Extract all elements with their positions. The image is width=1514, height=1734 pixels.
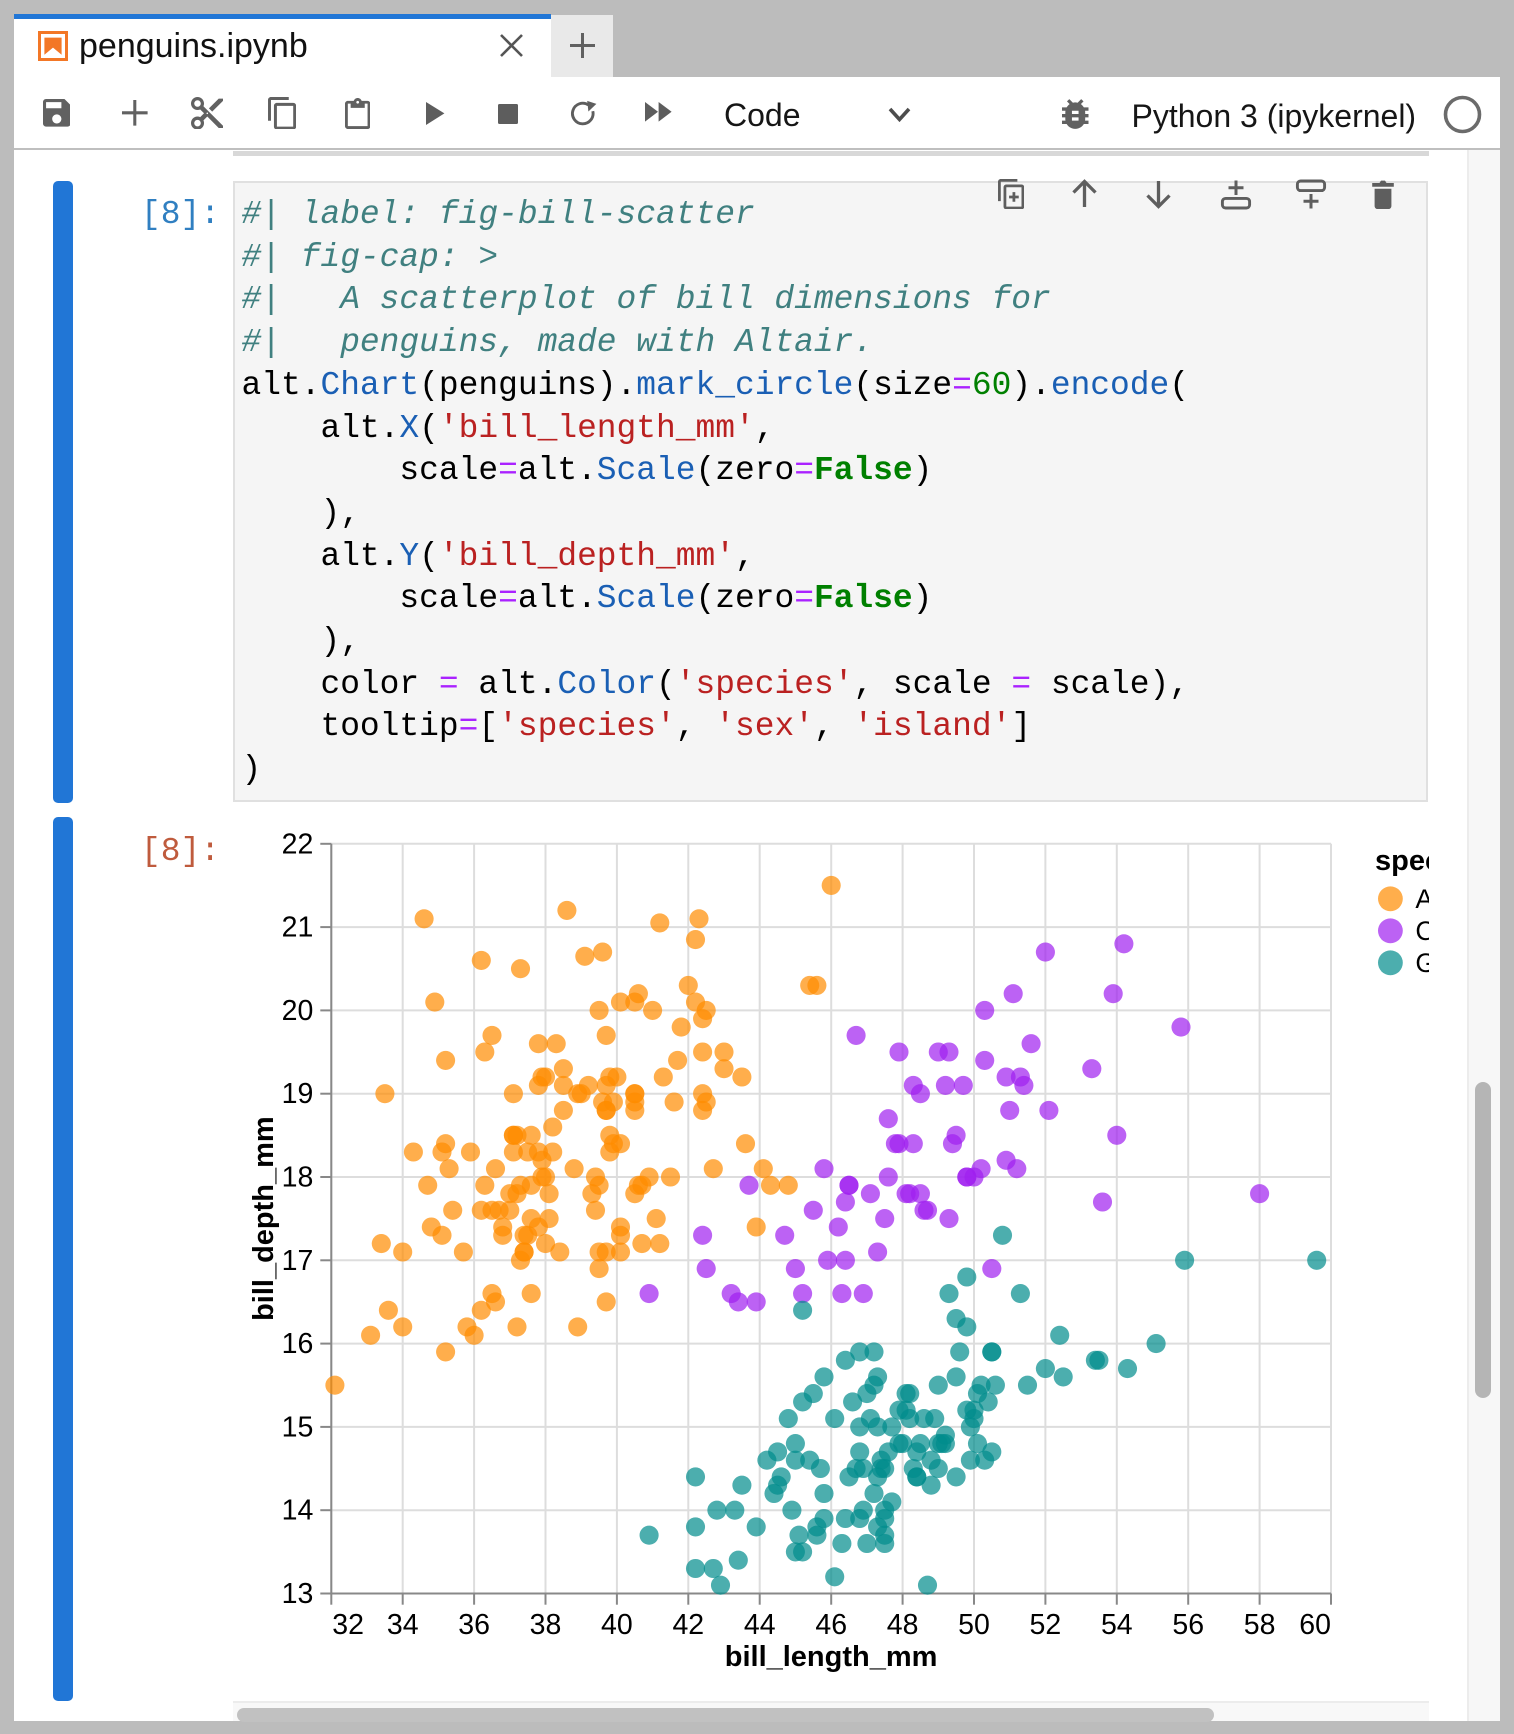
svg-text:36: 36 xyxy=(458,1609,490,1641)
svg-text:58: 58 xyxy=(1244,1609,1276,1641)
svg-text:Gentoo: Gentoo xyxy=(1415,948,1429,978)
svg-text:14: 14 xyxy=(282,1495,314,1527)
svg-text:56: 56 xyxy=(1172,1609,1204,1641)
svg-text:32: 32 xyxy=(332,1609,364,1641)
svg-text:13: 13 xyxy=(282,1578,314,1610)
svg-text:15: 15 xyxy=(282,1411,314,1443)
svg-text:19: 19 xyxy=(282,1078,314,1110)
svg-text:Chinstrap: Chinstrap xyxy=(1415,916,1429,946)
svg-text:40: 40 xyxy=(601,1609,633,1641)
svg-text:50: 50 xyxy=(958,1609,990,1641)
svg-text:48: 48 xyxy=(887,1609,919,1641)
svg-text:34: 34 xyxy=(387,1609,419,1641)
svg-text:46: 46 xyxy=(815,1609,847,1641)
svg-text:Adelie: Adelie xyxy=(1415,884,1429,914)
svg-text:38: 38 xyxy=(530,1609,562,1641)
svg-text:bill_depth_mm: bill_depth_mm xyxy=(248,1116,280,1321)
svg-text:21: 21 xyxy=(282,912,314,944)
svg-text:22: 22 xyxy=(282,828,314,860)
svg-text:17: 17 xyxy=(282,1245,314,1277)
svg-text:species: species xyxy=(1375,845,1429,877)
svg-text:16: 16 xyxy=(282,1328,314,1360)
svg-text:60: 60 xyxy=(1299,1609,1331,1641)
svg-text:20: 20 xyxy=(282,995,314,1027)
svg-text:54: 54 xyxy=(1101,1609,1133,1641)
svg-text:bill_length_mm: bill_length_mm xyxy=(725,1641,938,1673)
svg-text:42: 42 xyxy=(672,1609,704,1641)
svg-text:18: 18 xyxy=(282,1162,314,1194)
svg-text:52: 52 xyxy=(1030,1609,1062,1641)
svg-text:44: 44 xyxy=(744,1609,776,1641)
